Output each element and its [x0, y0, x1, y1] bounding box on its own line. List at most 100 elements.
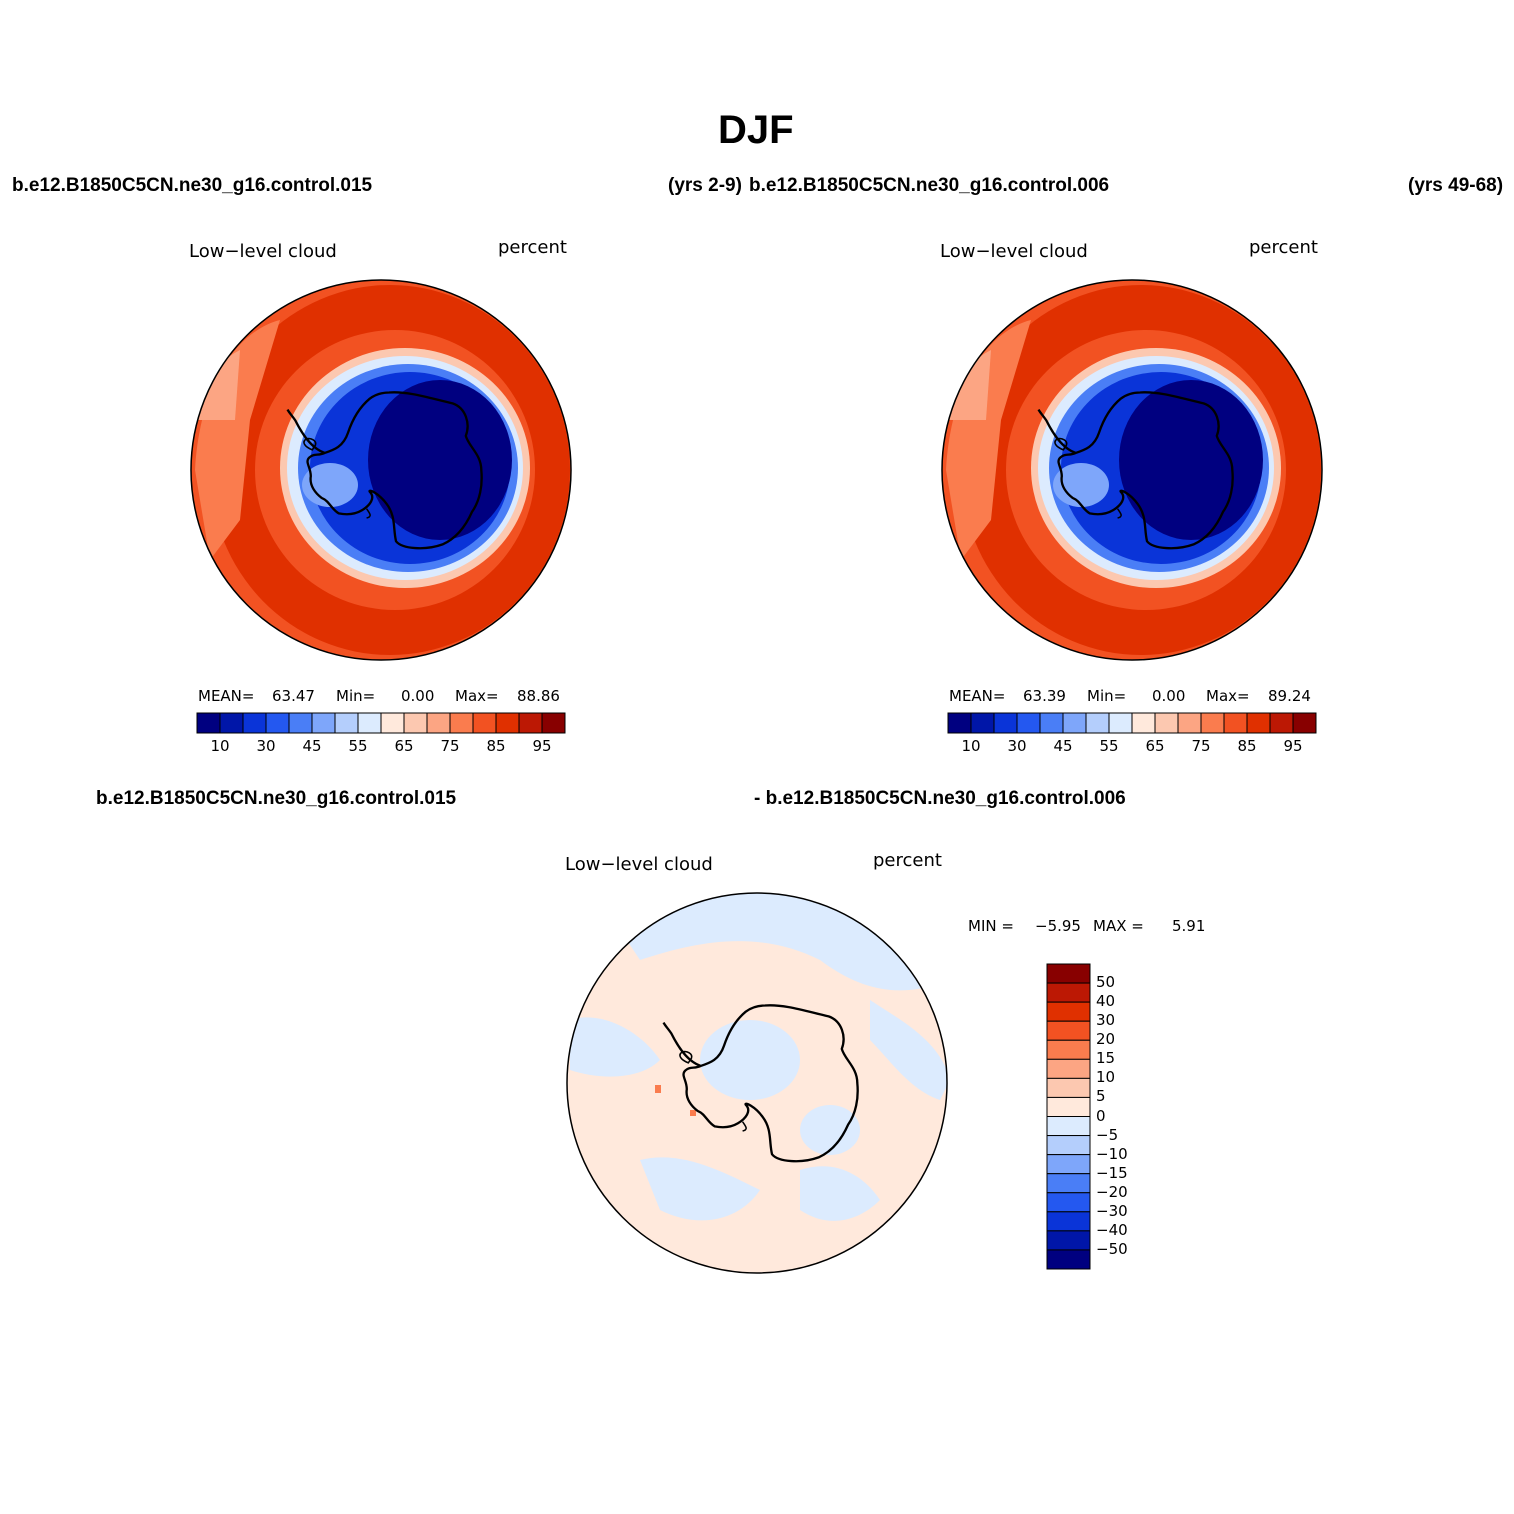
colorbar-1-swatch: [265, 712, 290, 734]
colorbar-1-swatch: [472, 712, 497, 734]
diff-min: −5.95: [1035, 917, 1081, 935]
colorbar-1-tick-label: 55: [348, 737, 368, 755]
map-panel-1: [190, 279, 572, 661]
map-panel-2: [941, 279, 1323, 661]
panel1-variable: Low−level cloud: [189, 241, 337, 262]
colorbar-diff-swatch: [1046, 1173, 1091, 1194]
colorbar-1-swatch: [357, 712, 382, 734]
colorbar-1-tick-label: 95: [532, 737, 552, 755]
colorbar-1-swatch: [288, 712, 313, 734]
colorbar-2-tick-label: 55: [1099, 737, 1119, 755]
colorbar-2-tick-label: 75: [1191, 737, 1211, 755]
colorbar-1-swatch: [403, 712, 428, 734]
colorbar-2-swatch: [1108, 712, 1133, 734]
colorbar-diff-tick-label: −40: [1096, 1220, 1128, 1239]
run-label-1: b.e12.B1850C5CN.ne30_g16.control.015: [12, 175, 373, 196]
colorbar-2-swatch: [1154, 712, 1179, 734]
colorbar-diff-swatch: [1046, 1249, 1091, 1270]
colorbar-1-tick-label: 30: [256, 737, 276, 755]
diff-max: 5.91: [1172, 917, 1206, 935]
colorbar-1-tick-label: 85: [486, 737, 506, 755]
colorbar-2-tick-label: 45: [1053, 737, 1073, 755]
colorbar-1-swatch: [426, 712, 451, 734]
colorbar-diff-tick-label: 0: [1096, 1106, 1106, 1125]
panel1-mean-label: MEAN=: [198, 687, 255, 705]
colorbar-1-tick-label: 10: [210, 737, 230, 755]
colorbar-1-swatch: [219, 712, 244, 734]
colorbar-diff-swatch: [1046, 1039, 1091, 1060]
colorbar-diff-swatch: [1046, 1058, 1091, 1079]
diff-min-label: MIN =: [968, 917, 1014, 935]
colorbar-diff-tick-label: 5: [1096, 1087, 1106, 1106]
colorbar-diff-swatch: [1046, 1230, 1091, 1251]
colorbar-2-swatch: [1131, 712, 1156, 734]
page-title: DJF: [718, 108, 794, 152]
colorbar-2-tick-label: 10: [961, 737, 981, 755]
panel2-mean-label: MEAN=: [949, 687, 1006, 705]
years-label-1: (yrs 2-9): [668, 175, 742, 196]
colorbar-1-swatch: [449, 712, 474, 734]
colorbar-diff-tick-label: 10: [1096, 1068, 1116, 1087]
colorbar-2-tick-label: 85: [1237, 737, 1257, 755]
colorbar-diff-tick-label: −50: [1096, 1239, 1128, 1258]
diff-minus-label: - b.e12.B1850C5CN.ne30_g16.control.006: [754, 788, 1126, 809]
colorbar-1-swatch: [311, 712, 336, 734]
colorbar-diff-swatch: [1046, 1096, 1091, 1117]
colorbar-2-swatch: [1062, 712, 1087, 734]
colorbar-2-swatch: [947, 712, 972, 734]
colorbar-diff-swatch: [1046, 1192, 1091, 1213]
colorbar-1-swatch: [196, 712, 221, 734]
colorbar-2-tick-label: 30: [1007, 737, 1027, 755]
panel2-max: 89.24: [1268, 687, 1311, 705]
colorbar-2-swatch: [1085, 712, 1110, 734]
colorbar-2-swatch: [1292, 712, 1317, 734]
colorbar-diff-tick-label: −5: [1096, 1125, 1119, 1144]
colorbar-diff: [1046, 963, 1091, 1270]
panel1-min: 0.00: [401, 687, 435, 705]
colorbar-diff-tick-label: −20: [1096, 1182, 1128, 1201]
panel2-min: 0.00: [1152, 687, 1186, 705]
map-panel-diff: [566, 892, 948, 1274]
colorbar-diff-swatch: [1046, 1077, 1091, 1098]
colorbar-2-swatch: [993, 712, 1018, 734]
panel2-max-label: Max=: [1206, 687, 1250, 705]
colorbar-diff-tick-label: 30: [1096, 1011, 1116, 1030]
colorbar-diff-swatch: [1046, 1116, 1091, 1137]
years-label-2: (yrs 49-68): [1408, 175, 1504, 196]
colorbar-1-tick-label: 65: [394, 737, 414, 755]
panel2-mean: 63.39: [1023, 687, 1066, 705]
colorbar-2: [947, 712, 1317, 734]
diff-variable: Low−level cloud: [565, 854, 713, 875]
colorbar-2-swatch: [1177, 712, 1202, 734]
panel2-units: percent: [1249, 237, 1318, 258]
colorbar-diff-tick-label: 40: [1096, 992, 1116, 1011]
colorbar-1-tick-label: 75: [440, 737, 460, 755]
panel1-mean: 63.47: [272, 687, 315, 705]
colorbar-diff-swatch: [1046, 982, 1091, 1003]
panel1-min-label: Min=: [336, 687, 376, 705]
colorbar-1-swatch: [518, 712, 543, 734]
diff-max-label: MAX =: [1093, 917, 1144, 935]
colorbar-1-swatch: [242, 712, 267, 734]
diff-units: percent: [873, 850, 942, 871]
panel2-min-label: Min=: [1087, 687, 1127, 705]
colorbar-diff-swatch: [1046, 1211, 1091, 1232]
colorbar-diff-tick-label: −10: [1096, 1144, 1128, 1163]
colorbar-diff-swatch: [1046, 1020, 1091, 1041]
colorbar-2-swatch: [1200, 712, 1225, 734]
colorbar-2-tick-label: 95: [1283, 737, 1303, 755]
colorbar-diff-swatch: [1046, 1154, 1091, 1175]
colorbar-1-swatch: [541, 712, 566, 734]
colorbar-2-swatch: [970, 712, 995, 734]
panel1-units: percent: [498, 237, 567, 258]
colorbar-diff-tick-label: 20: [1096, 1030, 1116, 1049]
panel2-variable: Low−level cloud: [940, 241, 1088, 262]
colorbar-diff-tick-label: 15: [1096, 1049, 1116, 1068]
colorbar-1: [196, 712, 566, 734]
colorbar-2-swatch: [1269, 712, 1294, 734]
colorbar-2-swatch: [1039, 712, 1064, 734]
panel1-max-label: Max=: [455, 687, 499, 705]
colorbar-diff-swatch: [1046, 1135, 1091, 1156]
colorbar-2-swatch: [1246, 712, 1271, 734]
